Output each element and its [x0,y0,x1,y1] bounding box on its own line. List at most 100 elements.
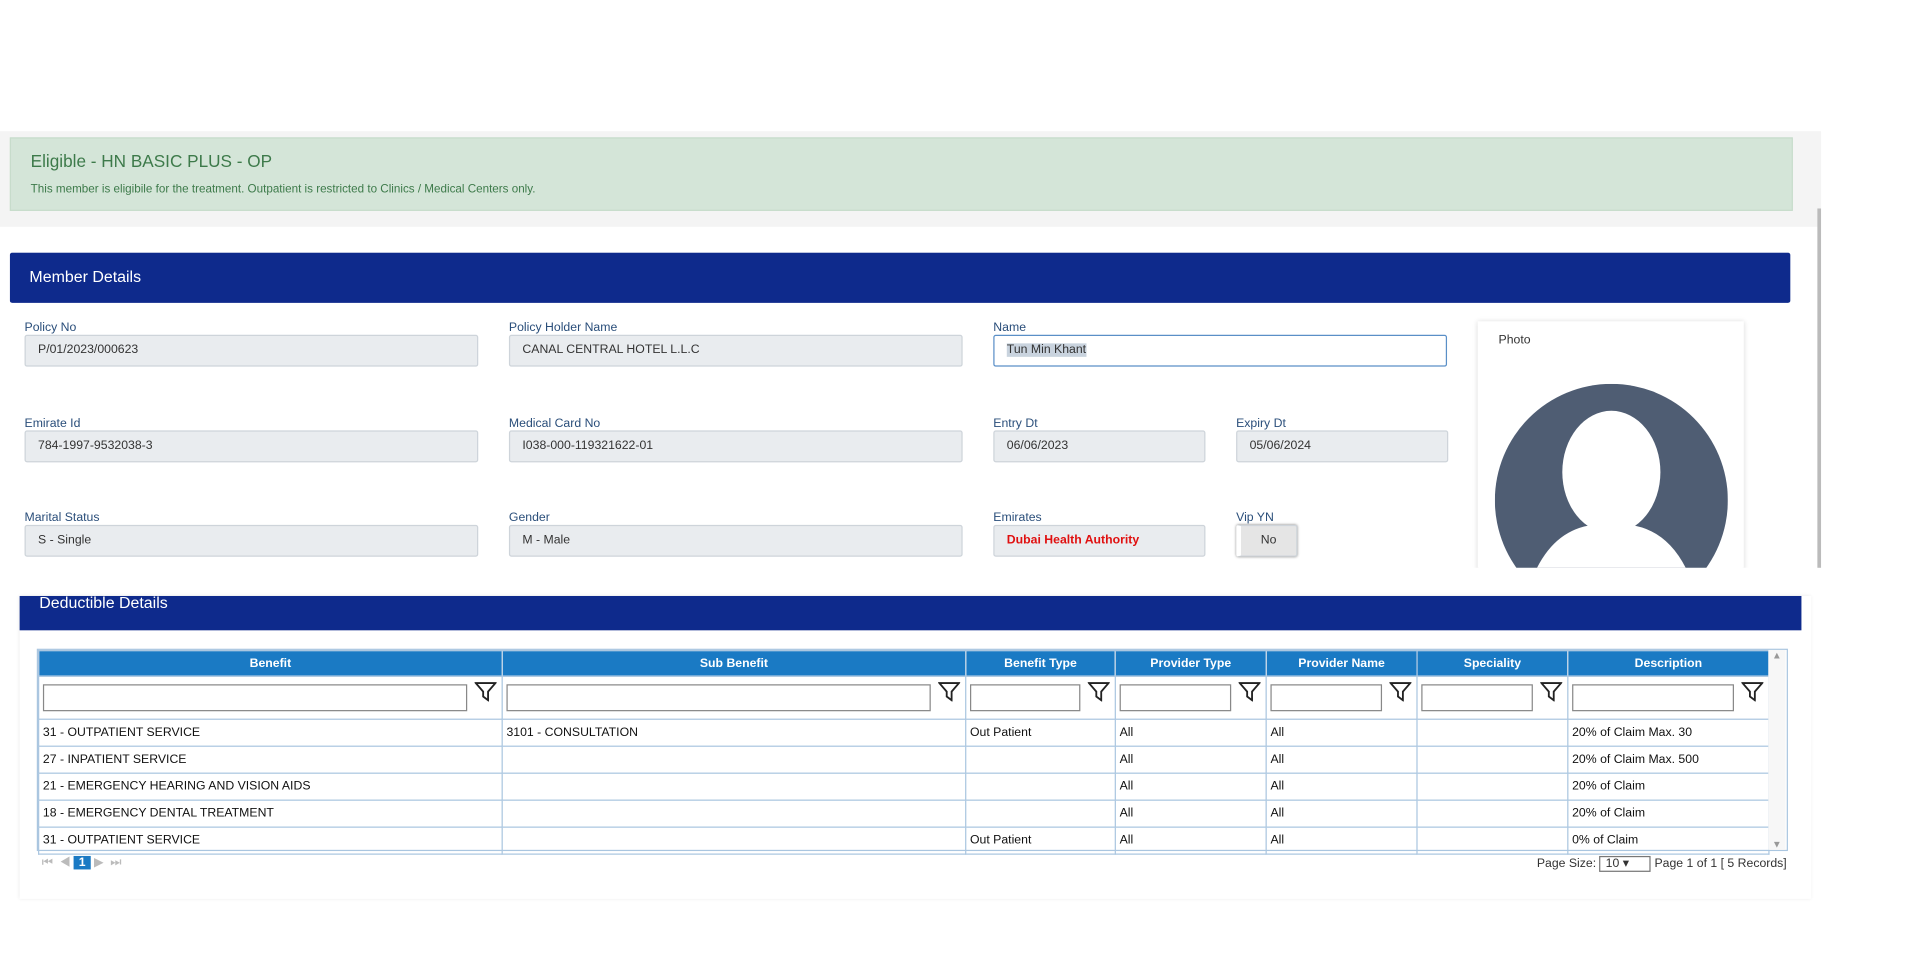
cell: 0% of Claim [1567,826,1770,855]
page-size-label: Page Size: [1536,857,1597,871]
filter-input[interactable] [1421,684,1533,712]
cell: 20% of Claim Max. 30 [1567,718,1770,747]
funnel [1086,682,1111,703]
data-row: 31 - OUTPATIENT SERVICE Out Patient All All… [38,826,1770,855]
cell: 20% of Claim [1567,772,1770,801]
page-summary: Page 1 of 1 [ 5 Records] [1654,857,1787,871]
cell: All [1265,826,1418,855]
field-value: 06/06/2023 [1006,439,1069,453]
cell [1416,745,1569,774]
header-row: Benefit Sub Benefit Benefit Type Provider T… [38,649,1770,677]
filter-input[interactable] [42,684,468,712]
cell [501,745,967,774]
column-header: Speciality [1416,649,1569,677]
input-field: CANAL CENTRAL HOTEL L.L.C [508,334,963,367]
field-label: Policy No [24,321,77,335]
cell: 18 - EMERGENCY DENTAL TREATMENT [38,799,503,828]
last-page[interactable]: ⏭ [110,855,122,870]
input-field: Dubai Health Authority [993,524,1206,557]
filter-input[interactable] [506,684,931,712]
filter-icon[interactable] [1740,682,1765,705]
field-label: Gender [508,511,550,525]
field-label: Policy Holder Name [508,321,618,335]
filter-cell [1567,675,1770,720]
photo-label: Photo [1498,333,1531,348]
cell: All [1265,745,1418,774]
data-row: 21 - EMERGENCY HEARING AND VISION AIDS Al… [38,772,1770,801]
field-value: P/01/2023/000623 [38,343,139,357]
filter-row [38,675,1770,720]
filter-input[interactable] [1572,684,1734,712]
cell: Out Patient [965,826,1116,855]
filter-cell [501,675,967,720]
cell: 20% of Claim [1567,799,1770,828]
banner-card: Eligible - HN BASIC PLUS - OP This membe… [0,131,1822,227]
cell: 27 - INPATIENT SERVICE [38,745,503,774]
avatar [1494,383,1728,568]
field-value: I038-000-119321622-01 [522,439,654,453]
scrollbar [1817,208,1822,568]
page-size-select[interactable]: 10 ▾ [1599,855,1652,872]
input-field: P/01/2023/000623 [24,334,479,367]
funnel [473,682,498,703]
banner-title: Eligible - HN BASIC PLUS - OP [30,150,273,171]
filter-icon[interactable] [1086,682,1111,705]
table-scrollbar: ▲ ▼ [1768,649,1786,850]
cell [965,799,1116,828]
filter-input[interactable] [1270,684,1383,712]
filter-cell [1416,675,1569,720]
cell: All [1265,772,1418,801]
cell: All [1265,799,1418,828]
alert: Eligible - HN BASIC PLUS - OP This membe… [9,137,1793,211]
grid: Benefit Sub Benefit Benefit Type Provider T… [36,648,1788,855]
deductible-section: Deductible Details Benefit Sub Benefit Ben… [19,595,1812,899]
filter-icon[interactable] [937,682,961,705]
cell: 21 - EMERGENCY HEARING AND VISION AIDS [38,772,503,801]
field-label: Expiry Dt [1236,416,1286,431]
cell [501,826,967,855]
column-header: Benefit [38,649,503,677]
input-field: Tun Min Khant [993,334,1448,367]
cell: All [1114,718,1267,747]
column-header: Provider Name [1265,649,1418,677]
cell: 31 - OUTPATIENT SERVICE [38,826,503,855]
field-value: M - Male [522,533,571,547]
filter-icon[interactable] [1539,682,1564,705]
prev-page[interactable]: ◀ [59,855,71,870]
data-row: 31 - OUTPATIENT SERVICE 3101 - CONSULTATI… [38,718,1770,747]
filter-input[interactable] [970,684,1081,712]
cell: All [1114,772,1267,801]
cell: All [1114,799,1267,828]
funnel [937,682,961,703]
cell [501,772,967,801]
input-field: S - Single [24,524,479,557]
first-page[interactable]: ⏮ [41,855,53,870]
field-value: S - Single [38,533,92,547]
cell: 3101 - CONSULTATION [501,718,967,747]
section-title: Member Details [29,267,142,286]
funnel [1740,682,1765,703]
table: Benefit Sub Benefit Benefit Type Provider T… [38,649,1770,855]
data-row: 18 - EMERGENCY DENTAL TREATMENT All All 20%… [38,799,1770,828]
column-header: Description [1567,649,1770,677]
filter-icon[interactable] [1388,682,1413,705]
filter-input[interactable] [1119,684,1232,712]
pager-info: Page Size: 10 ▾ Page 1 of 1 [ 5 Records] [1536,855,1787,872]
field-value: CANAL CENTRAL HOTEL L.L.C [522,343,700,357]
input-field: 05/06/2024 [1236,430,1449,463]
cell [501,799,967,828]
input-field: 06/06/2023 [993,430,1206,463]
filter-icon[interactable] [473,682,498,705]
filter-icon[interactable] [1237,682,1262,705]
cell: All [1114,826,1267,855]
next-page[interactable]: ▶ [93,855,104,870]
banner-message: This member is eligibile for the treatme… [30,182,536,197]
toggle[interactable]: No [1236,524,1298,557]
cell [1416,799,1569,828]
page-button[interactable]: 1 [73,855,91,870]
field-value: 05/06/2024 [1249,439,1311,453]
filter-cell [1265,675,1418,720]
input-field: M - Male [508,524,963,557]
